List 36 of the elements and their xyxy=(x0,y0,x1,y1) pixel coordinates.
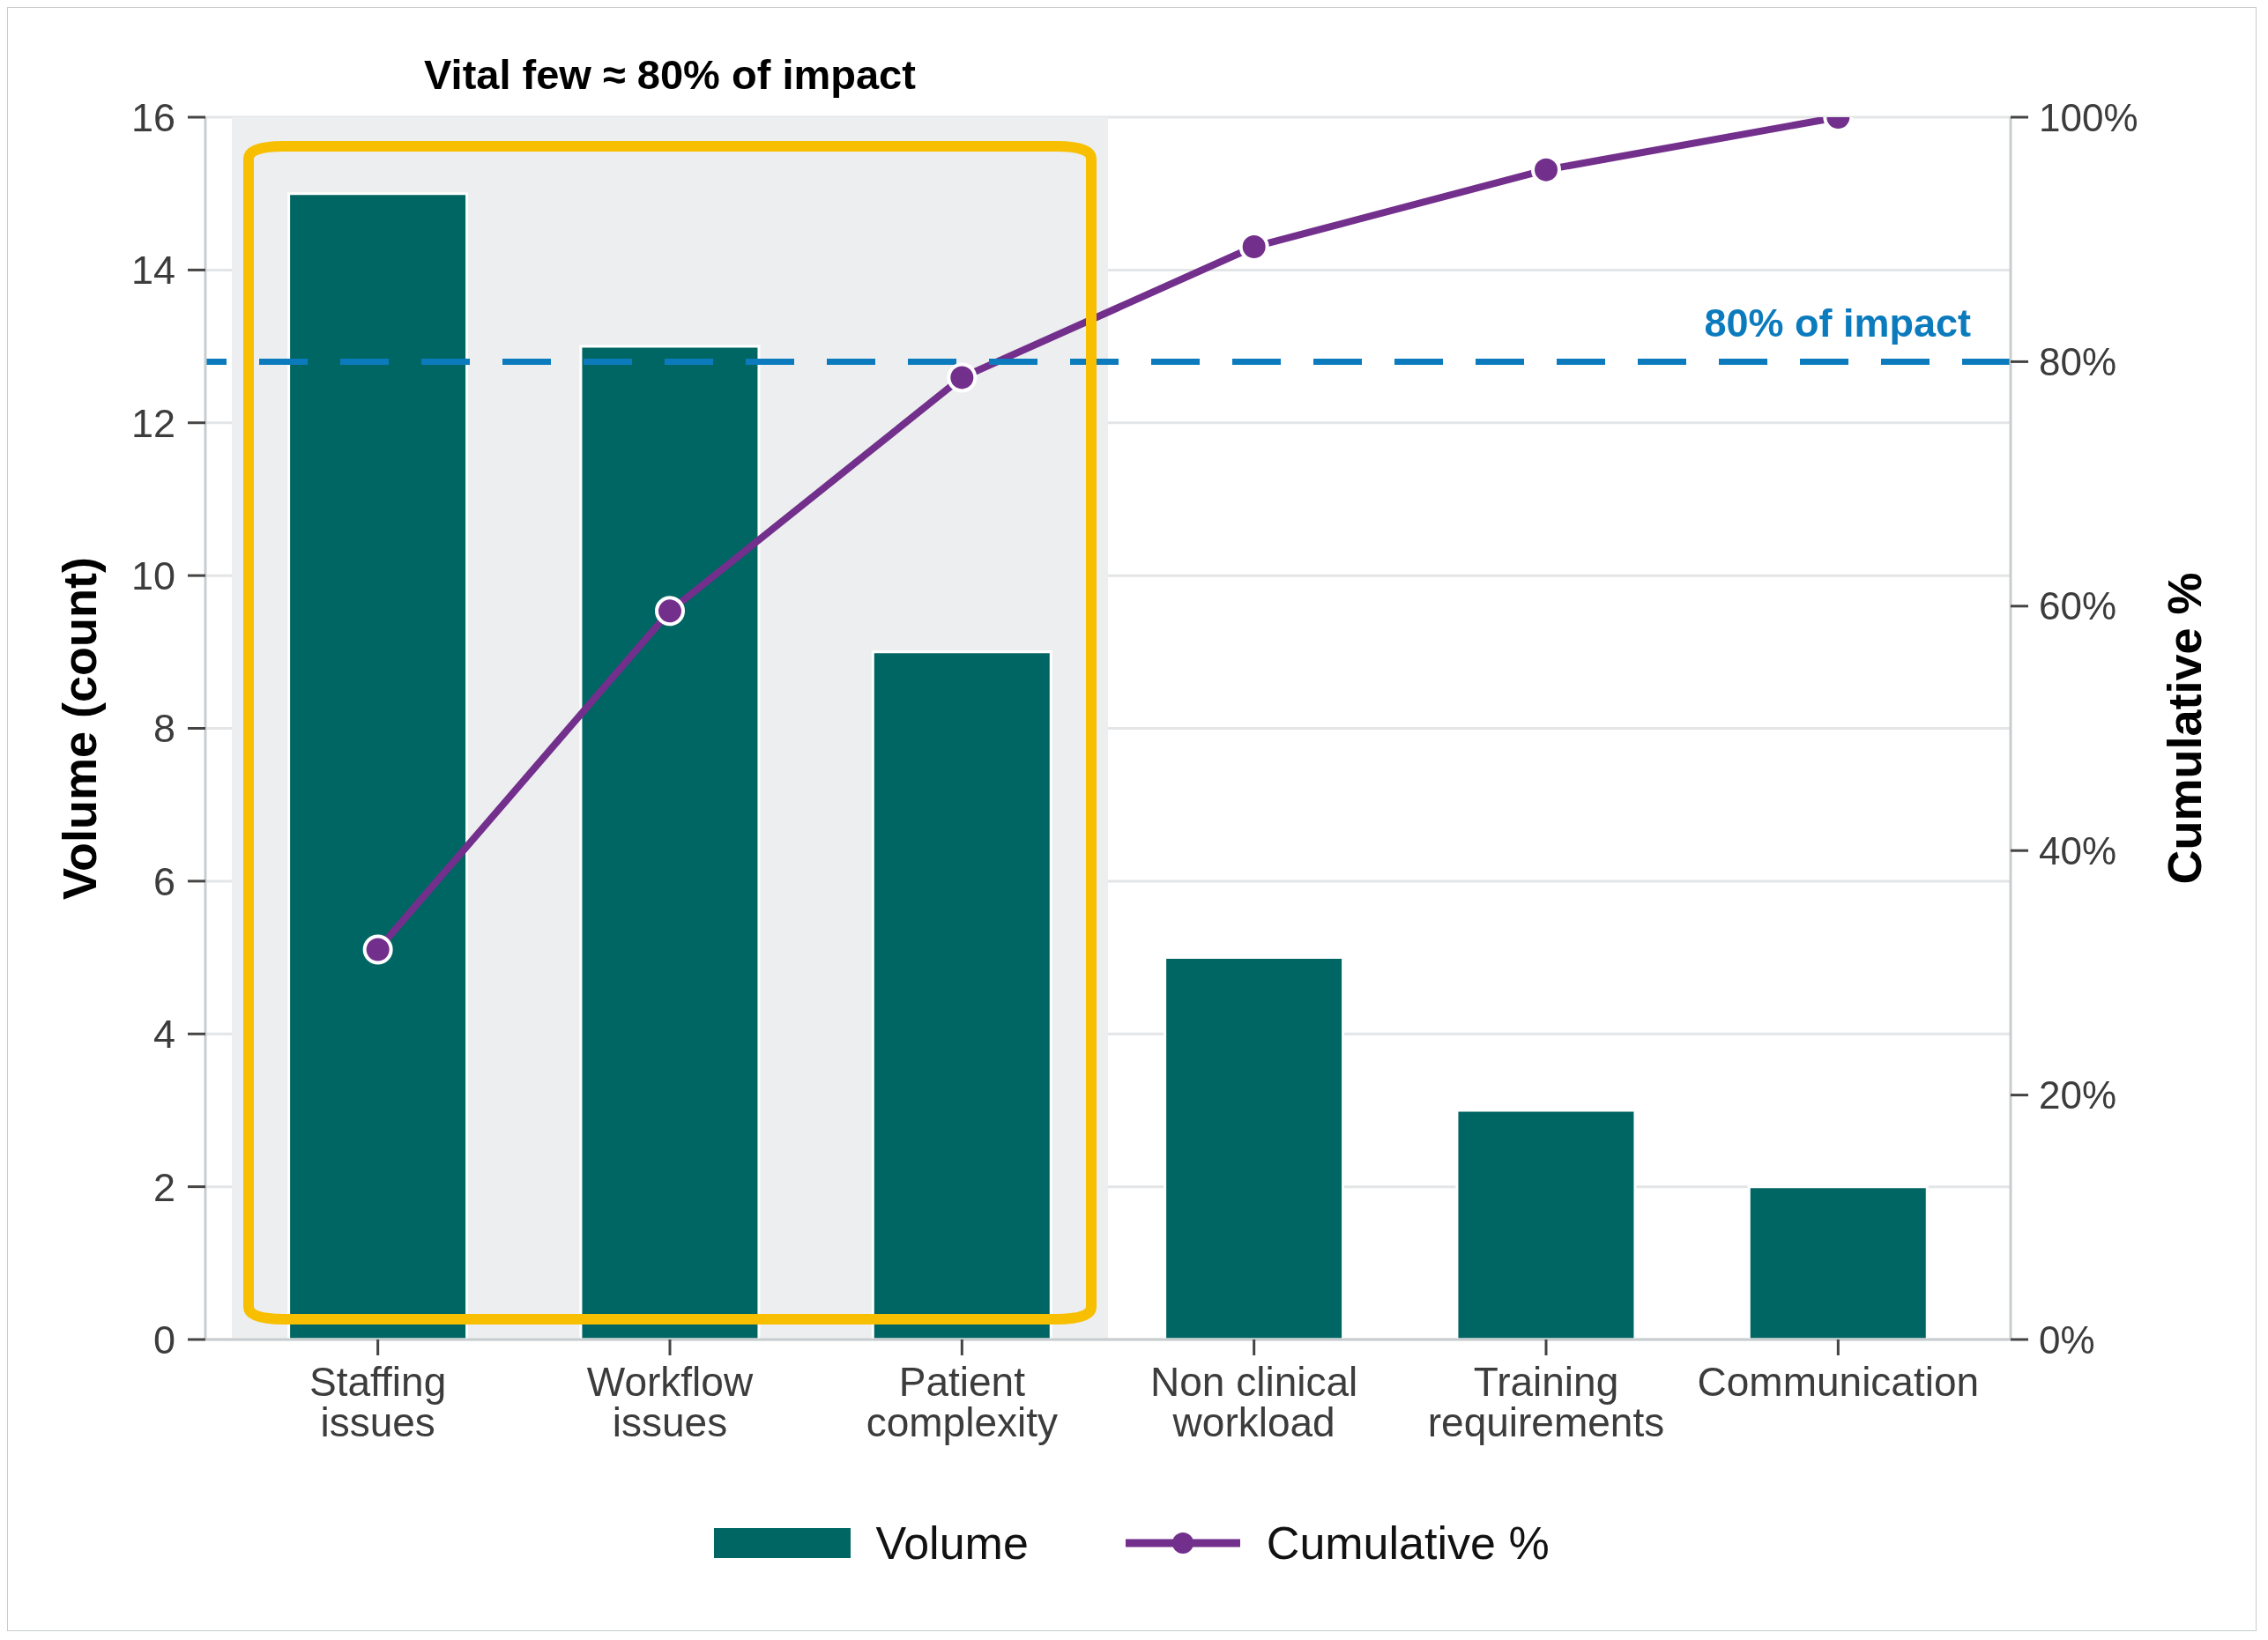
y-tick-label: 6 xyxy=(152,858,175,904)
point xyxy=(947,362,978,393)
band-label: Vital few ≈ 80% of impact xyxy=(424,51,917,98)
y2-tick-label: 60% xyxy=(2039,584,2117,628)
y2-tick-label: 100% xyxy=(2039,95,2138,139)
x-tick-label: Non clinical workload xyxy=(1150,1359,1358,1445)
y-tick-label: 14 xyxy=(130,248,175,293)
y-tick-label: 0 xyxy=(152,1317,175,1362)
point xyxy=(655,596,685,627)
y-tick-label: 8 xyxy=(152,706,175,752)
bar xyxy=(579,345,761,1339)
y-tick-label: 2 xyxy=(152,1164,175,1210)
y-axis-title: Volume (count) xyxy=(53,557,106,900)
y2-tick-label: 40% xyxy=(2039,828,2117,872)
x-tick-label: Patient complexity xyxy=(866,1359,1058,1445)
bar xyxy=(871,650,1052,1339)
bar xyxy=(1164,956,1345,1339)
y-tick-label: 10 xyxy=(130,553,175,599)
x-tick-label: Workflow issues xyxy=(586,1359,754,1445)
legend-label: Cumulative % xyxy=(1266,1517,1550,1570)
y2-axis-title: Cumulative % xyxy=(2158,572,2211,885)
y2-tick-label: 20% xyxy=(2039,1073,2117,1117)
bar xyxy=(1455,1109,1637,1339)
bar xyxy=(1747,1185,1929,1339)
x-tick-label: Communication xyxy=(1697,1359,1980,1405)
point xyxy=(362,934,393,965)
bar xyxy=(287,192,469,1339)
x-tick-label: Staffing issues xyxy=(309,1359,447,1445)
y-tick-label: 16 xyxy=(130,94,175,140)
y-tick-label: 4 xyxy=(152,1012,175,1057)
y2-tick-label: 80% xyxy=(2039,340,2117,384)
x-tick-label: Training requirements xyxy=(1427,1359,1665,1445)
y-tick-label: 12 xyxy=(130,400,175,446)
y2-tick-label: 0% xyxy=(2039,1317,2095,1362)
ref-line-label: 80% of impact xyxy=(1704,301,1972,346)
legend-label: Volume xyxy=(875,1517,1029,1570)
